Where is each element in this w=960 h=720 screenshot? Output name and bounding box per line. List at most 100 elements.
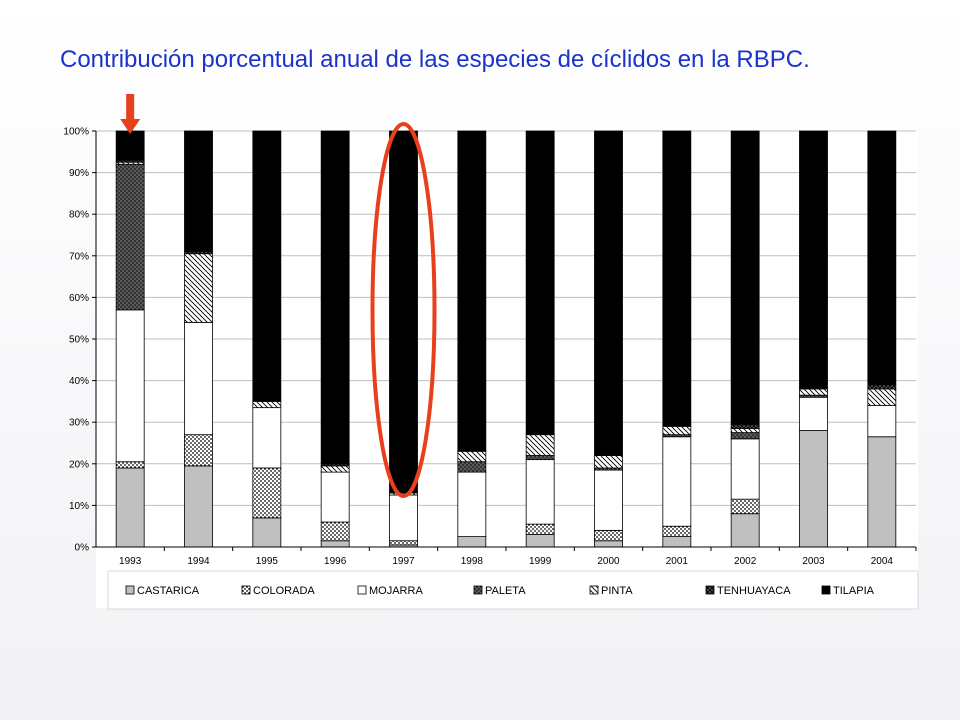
- y-tick-label: 30%: [69, 418, 89, 429]
- bar-segment-pinta: [320, 465, 350, 473]
- y-tick-label: 100%: [63, 127, 89, 138]
- bar-segment-colorada: [525, 523, 555, 535]
- y-tick-label: 90%: [69, 168, 89, 179]
- bar-segment-pinta: [867, 388, 897, 406]
- bar-segment-pinta: [457, 450, 487, 463]
- bar-segment-castarica: [184, 465, 213, 548]
- x-tick-label: 1993: [119, 556, 142, 567]
- x-tick-label: 1996: [324, 556, 347, 567]
- bar-segment-mojarra: [184, 321, 213, 436]
- bar-segment-colorada: [730, 498, 760, 515]
- y-tick-label: 60%: [69, 293, 89, 304]
- y-tick-label: 80%: [69, 210, 89, 221]
- y-tick-label: 10%: [69, 501, 89, 512]
- legend-label: MOJARRA: [369, 585, 423, 597]
- bar-segment-castarica: [457, 536, 487, 548]
- legend-swatch: [241, 585, 251, 595]
- bar-segment-castarica: [662, 536, 692, 548]
- bar-segment-castarica: [115, 467, 145, 548]
- y-tick-label: 50%: [69, 335, 89, 346]
- bar-segment-pinta: [594, 455, 623, 469]
- y-tick-label: 70%: [69, 251, 89, 262]
- bar-segment-castarica: [525, 534, 555, 548]
- bar-segment-castarica: [594, 540, 623, 548]
- x-tick-label: 1995: [256, 556, 279, 567]
- bar-segment-castarica: [320, 540, 350, 548]
- legend-label: COLORADA: [253, 585, 315, 597]
- x-tick-label: 2002: [734, 556, 757, 567]
- legend-label: TILAPIA: [833, 585, 875, 597]
- bar-segment-colorada: [594, 529, 623, 542]
- bar-segment-pinta: [525, 434, 555, 456]
- bar-segment-colorada: [389, 540, 418, 546]
- bar-segment-castarica: [867, 436, 897, 548]
- bar-segment-paleta: [525, 455, 555, 461]
- bar-segment-mojarra: [320, 471, 350, 523]
- red-ellipse-annotation: [370, 122, 437, 498]
- x-tick-label: 1997: [392, 556, 415, 567]
- x-tick-label: 1998: [461, 556, 484, 567]
- y-tick-label: 20%: [69, 459, 89, 470]
- legend-label: TENHUAYACA: [717, 585, 791, 597]
- bar-segment-tilapia: [252, 130, 282, 402]
- y-tick-labels: 0% 10% 20% 30% 40% 50% 60% 70% 80% 90% 100%: [63, 127, 96, 554]
- bar-segment-tilapia: [389, 130, 418, 494]
- bar-segment-colorada: [662, 525, 692, 538]
- bar-segment-tenhuayaca: [867, 384, 897, 390]
- legend-swatch: [357, 585, 367, 595]
- bar-segment-tilapia: [594, 130, 623, 456]
- bar-segment-mojarra: [389, 494, 418, 542]
- bar-segment-mojarra: [799, 396, 828, 431]
- x-tick-label: 2004: [871, 556, 894, 567]
- bar-segment-pinta: [730, 428, 760, 434]
- bar-segment-mojarra: [457, 471, 487, 537]
- bar-segment-tilapia: [867, 130, 897, 386]
- bar-segment-pinta: [252, 400, 282, 409]
- legend-swatch: [589, 585, 599, 595]
- bar-segment-tilapia: [662, 130, 692, 427]
- bar-segment-tilapia: [320, 130, 350, 465]
- legend-label: CASTARICA: [137, 585, 200, 597]
- bar-segment-colorada: [320, 521, 350, 542]
- bar-segment-mojarra: [252, 407, 282, 469]
- legend-label: PINTA: [601, 585, 633, 597]
- x-tick-label: 1999: [529, 556, 552, 567]
- legend-swatch: [125, 585, 135, 595]
- x-tick-labels: 1993 1994 1995 1996 1997 1998 1999 2000 2001 2002…: [119, 547, 917, 567]
- legend-swatch: [705, 585, 715, 595]
- bar-segment-mojarra: [867, 405, 897, 438]
- x-tick-label: 1994: [187, 556, 210, 567]
- legend-swatch: [473, 585, 483, 595]
- bar-segment-tilapia: [730, 130, 760, 425]
- bar-segment-mojarra: [525, 459, 555, 525]
- legend-label: PALETA: [485, 585, 526, 597]
- bars: [115, 130, 897, 548]
- bar-segment-tilapia: [184, 130, 213, 253]
- legend: CASTARICA COLORADA MOJARRA PALETA PINTA TENHU…: [125, 585, 875, 597]
- bar-segment-tilapia: [525, 130, 555, 436]
- y-tick-label: 0%: [75, 543, 90, 554]
- legend-swatch: [821, 585, 831, 595]
- bar-segment-castarica: [252, 517, 282, 548]
- bar-segment-pinta: [662, 425, 692, 436]
- bar-segment-mojarra: [730, 438, 760, 500]
- x-tick-label: 2003: [802, 556, 825, 567]
- bar-segment-tenhuayaca: [730, 423, 760, 429]
- bar-segment-tilapia: [115, 130, 145, 161]
- bar-segment-paleta: [115, 163, 145, 311]
- annotations: [120, 94, 437, 498]
- y-tick-label: 40%: [69, 376, 89, 387]
- bar-segment-mojarra: [115, 309, 145, 463]
- bar-segment-pinta: [799, 388, 828, 396]
- bar-segment-colorada: [115, 461, 145, 469]
- bar-segment-colorada: [184, 434, 213, 467]
- slide-title: Contribución porcentual anual de las esp…: [60, 46, 810, 73]
- bar-segment-mojarra: [662, 436, 692, 527]
- grid-lines: [96, 130, 916, 506]
- bar-segment-paleta: [730, 432, 760, 440]
- bar-segment-castarica: [799, 430, 828, 548]
- bar-segment-mojarra: [594, 469, 623, 531]
- x-tick-label: 2001: [666, 556, 689, 567]
- bar-segment-castarica: [730, 513, 760, 548]
